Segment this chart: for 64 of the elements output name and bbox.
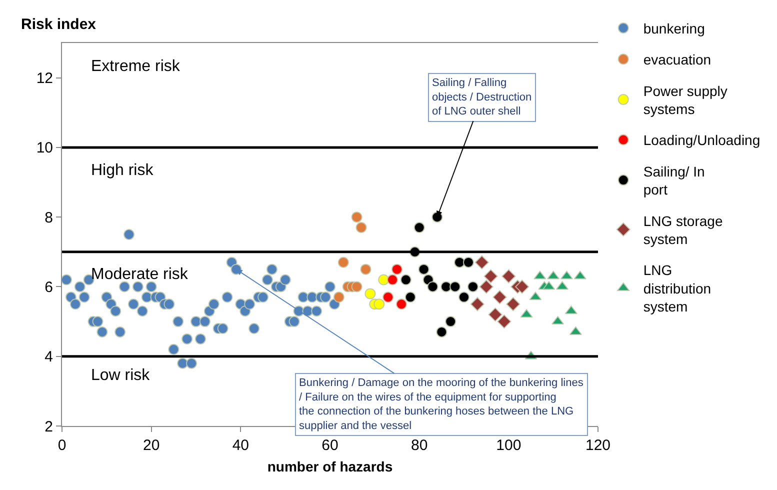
point [506, 297, 520, 312]
legend-label: LNG distribution system [643, 262, 712, 315]
point [436, 326, 448, 338]
point [450, 281, 461, 292]
point [392, 264, 402, 275]
x-tick-label: 40 [232, 437, 250, 454]
x-tick-label: 100 [496, 437, 522, 454]
point [470, 297, 484, 312]
point [387, 274, 398, 286]
x-tick-label: 60 [322, 437, 338, 454]
legend-label: bunkering [643, 20, 705, 36]
annotation: High risk [91, 162, 154, 179]
point [427, 281, 438, 292]
annotation: Low risk [91, 367, 151, 384]
y-tick-label: 2 [44, 418, 53, 436]
point [404, 292, 416, 303]
legend-label: LNG storage system [643, 212, 723, 248]
point [454, 256, 466, 268]
point [502, 269, 516, 284]
point [360, 264, 372, 275]
point [333, 292, 344, 303]
point [479, 280, 494, 294]
annotation: Bunkering / Damage on the mooring of the bunkering lines / Failure on the wires of the equipment for supporting the connection of the bunkering hoses between the LNG supplier and the vessel [299, 377, 584, 432]
legend-label: evacuation [643, 52, 712, 68]
point [467, 281, 478, 292]
legend-label: Power supply systems [643, 82, 728, 118]
point [484, 269, 498, 284]
y-axis-title: Risk index [21, 16, 97, 33]
point [396, 298, 407, 310]
x-axis-title: number of hazards [267, 458, 393, 474]
y-tick-label: 6 [44, 278, 53, 296]
y-tick-label: 8 [44, 209, 53, 226]
point [356, 222, 367, 234]
annotation: Sailing / Falling objects / Destruction of LNG outer shell [432, 77, 532, 118]
point [364, 288, 376, 300]
point [414, 222, 425, 234]
x-tick-label: 80 [410, 437, 428, 454]
legend-label: Loading/Unloading [643, 132, 760, 148]
point [374, 298, 385, 310]
y-tick-label: 12 [36, 70, 53, 88]
annotation: Extreme risk [91, 58, 181, 75]
point [445, 316, 456, 328]
annotation: Moderate risk [91, 266, 189, 283]
point [458, 292, 470, 303]
x-tick-label: 0 [58, 437, 66, 454]
x-tick-label: 20 [142, 437, 160, 454]
point [351, 212, 362, 223]
point [440, 281, 452, 292]
point [492, 290, 507, 304]
point [462, 256, 474, 268]
point [338, 256, 349, 268]
x-tick-label: 120 [585, 437, 611, 454]
point [474, 255, 489, 270]
point [488, 308, 502, 322]
legend-label: Sailing/ In port [643, 163, 705, 198]
point [378, 274, 390, 286]
y-tick-label: 10 [36, 140, 53, 157]
point [497, 314, 512, 329]
point [418, 264, 430, 275]
y-tick-label: 4 [44, 348, 53, 366]
point [400, 274, 412, 286]
point [515, 280, 530, 294]
point [351, 281, 362, 292]
point [382, 292, 394, 303]
